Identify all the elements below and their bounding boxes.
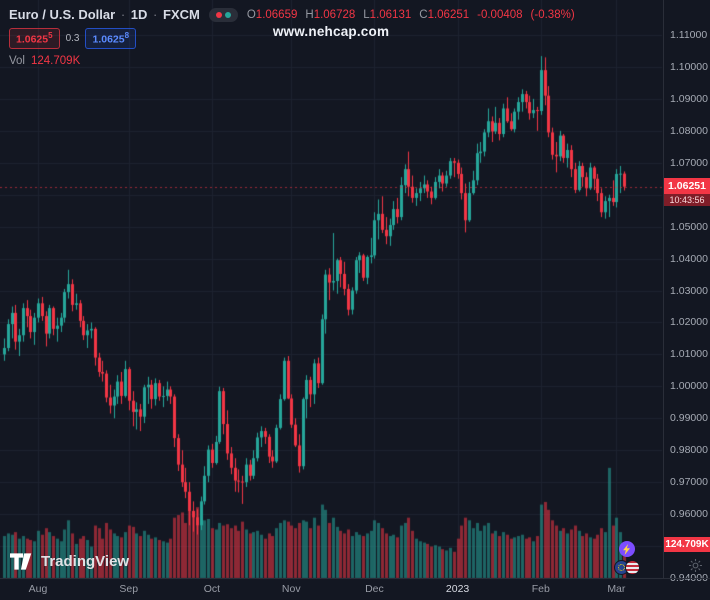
scale-settings-icon[interactable] [689,559,702,572]
sell-button[interactable]: 1.06255 [9,28,60,49]
price-tick-label: 1.09000 [670,92,708,105]
price-tick-label: 1.04000 [670,252,708,265]
price-tick-label: 1.11000 [670,29,708,41]
market-status-pill[interactable] [208,7,238,22]
change-percent: (-0.38%) [530,8,575,21]
volume-axis-badge: 124.709K [664,537,710,553]
timeframe[interactable]: 1D [130,7,148,22]
price-tick-label: 0.96000 [670,508,708,521]
tradingview-logo[interactable]: TradingView [10,553,129,570]
price-tick-label: 1.02000 [670,316,708,329]
change-value: -0.00408 [477,8,523,21]
time-tick-label: Sep [119,583,139,595]
tradingview-logo-icon [10,553,32,570]
time-tick-label: Mar [607,583,626,595]
volume-label: Vol [9,54,25,67]
low-label: L [363,8,370,21]
close-value: 1.06251 [427,8,470,21]
buy-button[interactable]: 1.06258 [85,28,137,49]
symbol-name[interactable]: Euro / U.S. Dollar [9,7,116,22]
price-tick-label: 1.00000 [670,380,708,393]
time-tick-label: Nov [281,583,301,595]
time-tick-label: Dec [365,583,384,595]
spread-value: 0.3 [65,32,80,44]
current-price-badge: 1.06251 10:43:56 [664,177,710,206]
time-tick-label: Aug [28,583,48,595]
price-tick-label: 1.05000 [670,220,708,233]
price-tick-label: 1.01000 [670,348,708,361]
price-tick-label: 0.98000 [670,444,708,457]
price-tick-label: 1.10000 [670,60,708,73]
separator-dot: · [120,7,126,22]
high-label: H [305,8,314,21]
time-scale[interactable]: Aug Sep Oct Nov Dec 2023 Feb Mar [0,578,710,600]
currency-pair-flags-icon[interactable] [613,560,641,576]
last-price-label: 1.06251 [664,177,710,194]
price-tick-label: 1.03000 [670,284,708,297]
chart-floating-icons [610,541,644,576]
price-tick-label: 0.97000 [670,476,708,489]
low-value: 1.06131 [369,8,412,21]
alert-lightning-icon[interactable] [619,541,635,557]
time-tick-label: Oct [203,583,221,595]
time-tick-label: 2023 [445,583,470,595]
buy-dot-icon [224,11,231,18]
bar-countdown: 10:43:56 [664,193,710,206]
price-tick-label: 1.08000 [670,124,708,137]
symbol-title[interactable]: Euro / U.S. Dollar · 1D · FXCM [9,7,200,22]
price-tick-label: 0.99000 [670,412,708,425]
chart-legend: Euro / U.S. Dollar · 1D · FXCM O1.06659 … [9,7,575,67]
open-value: 1.06659 [255,8,298,21]
volume-value: 124.709K [31,54,81,67]
separator-dot: · [153,7,158,22]
ohlc-readout: O1.06659 H1.06728 L1.06131 C1.06251 -0.0… [247,9,575,21]
price-scale[interactable]: 1.110001.100001.090001.080001.070001.060… [663,0,710,584]
close-label: C [419,8,428,21]
us-flag-icon [624,560,640,575]
watermark-text: www.nehcap.com [272,24,390,39]
open-label: O [246,8,256,21]
price-tick-label: 1.07000 [670,156,708,169]
tradingview-logo-text: TradingView [41,553,130,570]
high-value: 1.06728 [313,8,356,21]
exchange-name[interactable]: FXCM [163,7,200,22]
sell-dot-icon [215,11,222,18]
time-tick-label: Feb [531,583,550,595]
